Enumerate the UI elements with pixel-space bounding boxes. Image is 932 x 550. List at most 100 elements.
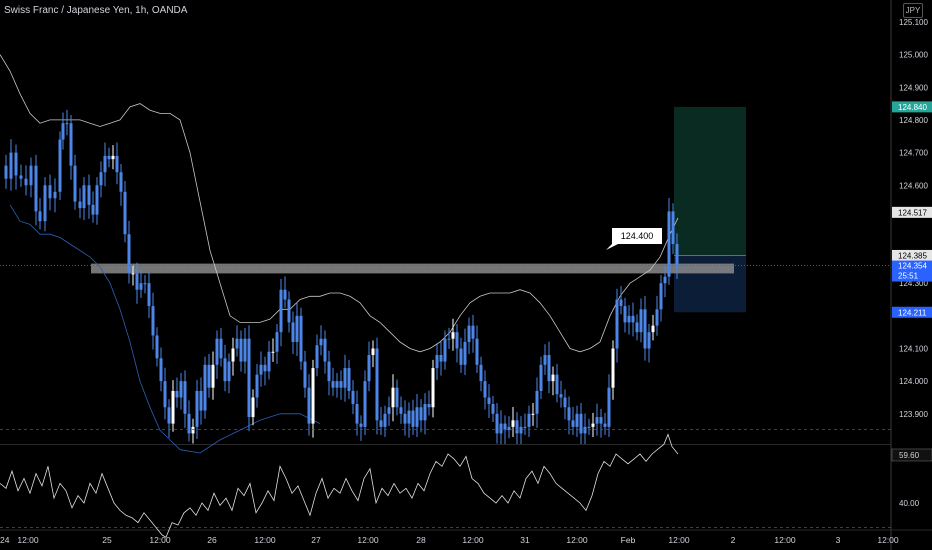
candle-body	[499, 423, 503, 434]
time-tick-label: 12:00	[462, 535, 484, 545]
candle-body	[663, 276, 667, 284]
candle-body	[179, 381, 183, 398]
candle-body	[275, 332, 279, 352]
candle-body	[511, 420, 515, 427]
price-tick-label: 124.000	[899, 377, 928, 386]
candle-body	[239, 338, 243, 362]
candle-body	[151, 306, 155, 336]
candle-body	[335, 381, 339, 388]
candle-body	[299, 315, 303, 362]
candle-body	[675, 244, 679, 267]
candle-body	[375, 348, 379, 421]
time-tick-label: 25	[102, 535, 112, 545]
candle-body	[555, 374, 559, 395]
candle-body	[543, 355, 547, 365]
price-axis[interactable]: 125.100 125.000 124.900 124.800 124.700 124.6…	[899, 18, 928, 419]
candle-body	[407, 410, 411, 424]
candle-body	[34, 165, 38, 212]
candle-body	[495, 413, 499, 434]
candle-body	[127, 234, 131, 274]
candle-body	[291, 322, 295, 342]
time-tick-label: 24	[0, 535, 10, 545]
candle-body	[259, 364, 263, 375]
candle-body	[43, 185, 47, 222]
candle-body	[65, 123, 69, 125]
time-tick-label: 27	[311, 535, 321, 545]
candle-body	[423, 404, 427, 421]
candle-body	[199, 390, 203, 411]
candle-body	[507, 426, 511, 431]
candle-body	[487, 397, 491, 405]
candle-body	[395, 387, 399, 408]
callout-label: 124.400	[621, 231, 654, 241]
candle-body	[331, 381, 335, 388]
candle-body	[567, 407, 571, 421]
candle-body	[191, 426, 195, 434]
candle-body	[387, 407, 391, 414]
time-tick-label: 12:00	[877, 535, 899, 545]
candle-body	[519, 426, 523, 434]
candle-body	[431, 368, 435, 408]
candle-body	[123, 191, 127, 235]
candle-body	[351, 390, 355, 405]
level-price-tag-bg	[892, 249, 932, 261]
candle-body	[383, 413, 387, 427]
candle-body	[58, 139, 62, 192]
candle-body	[575, 413, 579, 427]
candle-body	[455, 332, 459, 349]
candle-body	[95, 185, 99, 215]
candle-body	[583, 426, 587, 434]
candle-body	[607, 387, 611, 427]
rsi-tick-label: 40.00	[899, 499, 920, 508]
price-tick-label: 124.900	[899, 83, 928, 92]
time-tick-label: 12:00	[668, 535, 690, 545]
rsi-current-tag: 59.60	[899, 451, 920, 460]
rsi-pane	[0, 429, 891, 538]
high-price-tag-bg	[892, 206, 932, 218]
time-tick-label: 26	[207, 535, 217, 545]
candle-body	[243, 338, 247, 362]
candle-body	[303, 361, 307, 388]
candle-body	[271, 351, 275, 353]
candles	[4, 109, 679, 444]
currency-button[interactable]: JPY	[903, 3, 923, 18]
candle-body	[403, 413, 407, 424]
time-tick-label: 12:00	[566, 535, 588, 545]
candle-body	[627, 315, 631, 323]
current-price-tag-bg	[892, 260, 932, 282]
candle-body	[53, 191, 57, 199]
candle-body	[9, 152, 13, 179]
candle-body	[635, 322, 639, 333]
candle-body	[655, 309, 659, 326]
bollinger-lower	[9, 204, 321, 454]
time-tick-label: Feb	[621, 535, 636, 545]
candle-body	[69, 123, 73, 166]
candle-body	[175, 390, 179, 398]
candle-body	[363, 381, 367, 427]
candle-body	[491, 404, 495, 414]
candle-body	[87, 185, 91, 205]
candle-body	[391, 387, 395, 408]
candle-body	[667, 211, 671, 277]
time-tick-label: 31	[520, 535, 530, 545]
high-price-tag: 124.517	[898, 208, 927, 217]
candle-body	[203, 364, 207, 411]
candle-body	[547, 355, 551, 382]
candle-body	[475, 338, 479, 365]
candle-body	[211, 364, 215, 388]
candle-body	[119, 172, 123, 192]
candle-body	[659, 283, 663, 310]
candle-body	[523, 426, 527, 428]
candle-body	[367, 355, 371, 382]
time-axis[interactable]: 24 12:00 25 12:00 26 12:00 27 12:00 28 12:00 31 12:…	[0, 535, 899, 545]
candle-body	[347, 368, 351, 391]
callout-label: 124.400	[606, 228, 662, 250]
symbol-title: Swiss Franc / Japanese Yen, 1h, OANDA	[4, 5, 188, 16]
candle-body	[295, 315, 299, 342]
candle-body	[579, 413, 583, 434]
candle-body	[355, 404, 359, 424]
candle-body	[559, 394, 563, 398]
candle-body	[571, 420, 575, 427]
candle-body	[323, 338, 327, 362]
